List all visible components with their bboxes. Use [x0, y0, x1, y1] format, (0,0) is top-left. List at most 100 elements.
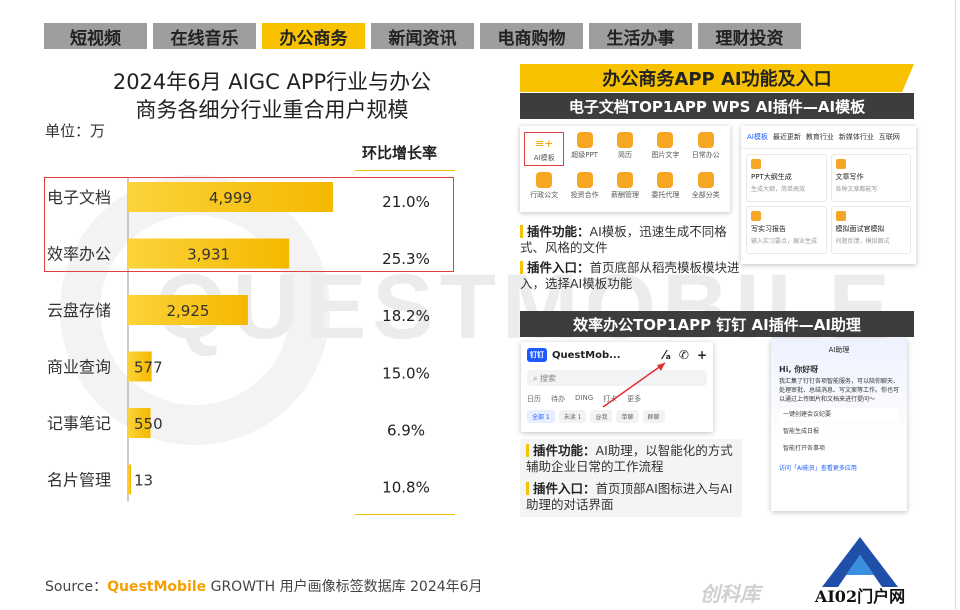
- wps-grid-item-7[interactable]: 薪酬管理: [605, 172, 645, 200]
- dd-filter-pill-4[interactable]: 群聊: [642, 410, 665, 423]
- pointer-arrow: [602, 362, 666, 408]
- tab-6[interactable]: 理财投资: [698, 23, 801, 49]
- growth-header: 环比增长率: [362, 144, 438, 162]
- growth-label-3: 15.0%: [382, 364, 430, 382]
- card-sub: 各种文案都能写: [835, 186, 878, 193]
- dingtalk-logo: 钉钉: [527, 348, 547, 362]
- plus-icon[interactable]: +: [696, 348, 707, 362]
- card-title: 模拟面试官模拟: [835, 225, 885, 233]
- ai02-logo: AI02门户网: [812, 535, 908, 607]
- wps-func-text: AI模板，迅速生成不同格式、风格的文件: [520, 224, 727, 255]
- wps-grid-item-3[interactable]: 图片文字: [645, 132, 685, 166]
- wps-entry-text: 首页底部从稻壳模板模块进入，选择AI模板功能: [520, 260, 740, 291]
- wps-grid-item-6[interactable]: 投资合作: [564, 172, 604, 200]
- source-rest: GROWTH 用户画像标签数据库 2024年6月: [206, 579, 483, 595]
- wps-template-card-3[interactable]: 模拟面试官模拟 问题反馈，模拟面试: [830, 206, 911, 254]
- dd-tab-0[interactable]: 日历: [527, 395, 541, 403]
- dd-func-text: AI助理，以智能化的方式辅助企业日常的工作流程: [526, 443, 733, 474]
- assistant-suggestion-1[interactable]: 智能生成日报: [779, 425, 899, 438]
- unit-label: 单位：万: [45, 122, 106, 140]
- assistant-header: AI助理: [828, 346, 850, 354]
- dd-tab-1[interactable]: 待办: [551, 395, 565, 403]
- wps-nav-tab-3[interactable]: 新媒体行业: [838, 133, 874, 141]
- dd-tab-3[interactable]: 打卡: [603, 395, 618, 403]
- wps-nav-tab-0[interactable]: AI模板: [747, 133, 768, 141]
- value-label-4: 550: [134, 415, 163, 433]
- card-title: 文章写作: [835, 173, 864, 181]
- template-icon: [576, 172, 593, 188]
- tab-4[interactable]: 电商购物: [480, 23, 583, 49]
- category-label-0: 电子文档: [47, 188, 111, 207]
- dd-tab-2[interactable]: DING: [575, 394, 594, 402]
- assistant-footer: 访问「AI能员」查看更多应用: [779, 465, 857, 472]
- template-icon: ≡+: [534, 135, 554, 151]
- wps-subtitle: 电子文档TOP1APP WPS AI插件—AI模板: [520, 93, 914, 119]
- wps-nav-tab-1[interactable]: 最近更新: [772, 133, 801, 141]
- dd-filter-pill-1[interactable]: 未读 1: [558, 410, 587, 423]
- wps-grid-label: 简历: [617, 151, 632, 159]
- card-sub: 生成大纲，简单高效: [751, 186, 806, 193]
- wps-grid-item-1[interactable]: 超级PPT: [564, 132, 604, 166]
- category-label-2: 云盘存储: [47, 301, 111, 320]
- category-label-3: 商业查询: [47, 358, 111, 377]
- chart-title: 2024年6月 AIGC APP行业与办公 商务各细分行业重合用户规模: [82, 68, 462, 124]
- right-title: 办公商务APP AI功能及入口: [520, 64, 914, 92]
- wps-screenshot-templates: AI模板 最近更新 教育行业 新媒体行业 互联网 PPT大纲生成 生成大纲，简单高效 文章写…: [741, 126, 916, 264]
- growth-divider-top: [355, 170, 455, 171]
- bar-3: [128, 351, 152, 382]
- growth-label-1: 25.3%: [382, 250, 430, 268]
- wps-grid-item-5[interactable]: 行政公文: [524, 172, 564, 200]
- corner-watermark: 创科库: [700, 582, 760, 606]
- dd-entry-label: 插件入口：: [533, 481, 596, 496]
- wps-grid-item-4[interactable]: 日常办公: [686, 132, 726, 166]
- growth-divider-bottom: [355, 514, 455, 515]
- wps-grid-item-0[interactable]: ≡+ AI模板: [524, 132, 565, 166]
- assistant-greeting: Hi, 你好呀: [779, 365, 819, 374]
- dd-filter-pill-0[interactable]: 全部 1: [527, 410, 555, 423]
- highlight-box: [44, 177, 454, 272]
- card-icon: [835, 211, 846, 221]
- wps-template-card-0[interactable]: PPT大纲生成 生成大纲，简单高效: [746, 154, 827, 202]
- dingtalk-org-name: QuestMob...: [552, 349, 621, 361]
- dd-filter-pill-3[interactable]: 单聊: [616, 410, 639, 423]
- chart-title-line1: 2024年6月 AIGC APP行业与办公: [112, 70, 432, 94]
- tab-0[interactable]: 短视频: [44, 23, 147, 49]
- wps-nav-tab-2[interactable]: 教育行业: [805, 133, 834, 141]
- wps-template-card-1[interactable]: 文章写作各种文案都能写: [830, 154, 911, 202]
- dd-func-label: 插件功能：: [533, 443, 596, 458]
- chart-title-line2: 商务各细分行业重合用户规模: [135, 98, 409, 122]
- dd-filter-pill-2[interactable]: @我: [590, 410, 613, 423]
- growth-label-5: 10.8%: [382, 479, 430, 497]
- tab-3[interactable]: 新闻资讯: [371, 23, 474, 49]
- dingtalk-search[interactable]: ⌕ 搜索: [527, 370, 707, 386]
- wps-grid-label: 委托代理: [651, 191, 680, 199]
- wps-grid-item-9[interactable]: 全部分类: [686, 172, 726, 200]
- wps-nav-tab-4[interactable]: 互联网: [878, 133, 900, 141]
- category-tabs: 短视频 在线音乐 办公商务 新闻资讯 电商购物 生活办事 理财投资: [44, 23, 801, 49]
- card-icon: [751, 159, 761, 169]
- dd-tab-4[interactable]: 更多: [627, 395, 642, 403]
- assistant-suggestion-0[interactable]: 一键创建会议纪要: [779, 408, 899, 421]
- value-label-3: 577: [134, 359, 163, 377]
- tab-1[interactable]: 在线音乐: [153, 23, 256, 49]
- source-prefix: Source：: [45, 579, 108, 595]
- template-icon: [576, 132, 593, 148]
- assistant-suggestion-2[interactable]: 智能打开各事项: [779, 442, 899, 455]
- wps-grid-label: 图片文字: [651, 151, 680, 159]
- card-icon: [835, 159, 846, 169]
- value-label-1: 3,931: [187, 246, 230, 264]
- bar-4: [128, 408, 151, 438]
- growth-label-0: 21.0%: [382, 193, 430, 211]
- dingtalk-notes: 插件功能：AI助理，以智能化的方式辅助企业日常的工作流程 插件入口：首页顶部AI…: [520, 439, 742, 517]
- call-icon[interactable]: ✆: [678, 348, 689, 362]
- wps-grid-label: 全部分类: [691, 191, 720, 199]
- bar-chart: 电子文档 4,999 21.0% 效率办公 3,931 25.3% 云盘存储 2,925 18.…: [47, 177, 430, 502]
- wps-grid-label: 薪酬管理: [610, 191, 639, 199]
- ai-icon[interactable]: ⁄ₐ: [663, 348, 671, 362]
- bar-1: [128, 238, 290, 269]
- tab-5[interactable]: 生活办事: [589, 23, 692, 49]
- wps-template-card-2[interactable]: 写实习报告 输入实习要点，展业生成: [746, 206, 827, 254]
- tab-2[interactable]: 办公商务: [262, 23, 365, 49]
- wps-grid-item-8[interactable]: 委托代理: [645, 172, 685, 200]
- wps-grid-item-2[interactable]: 简历: [605, 132, 645, 166]
